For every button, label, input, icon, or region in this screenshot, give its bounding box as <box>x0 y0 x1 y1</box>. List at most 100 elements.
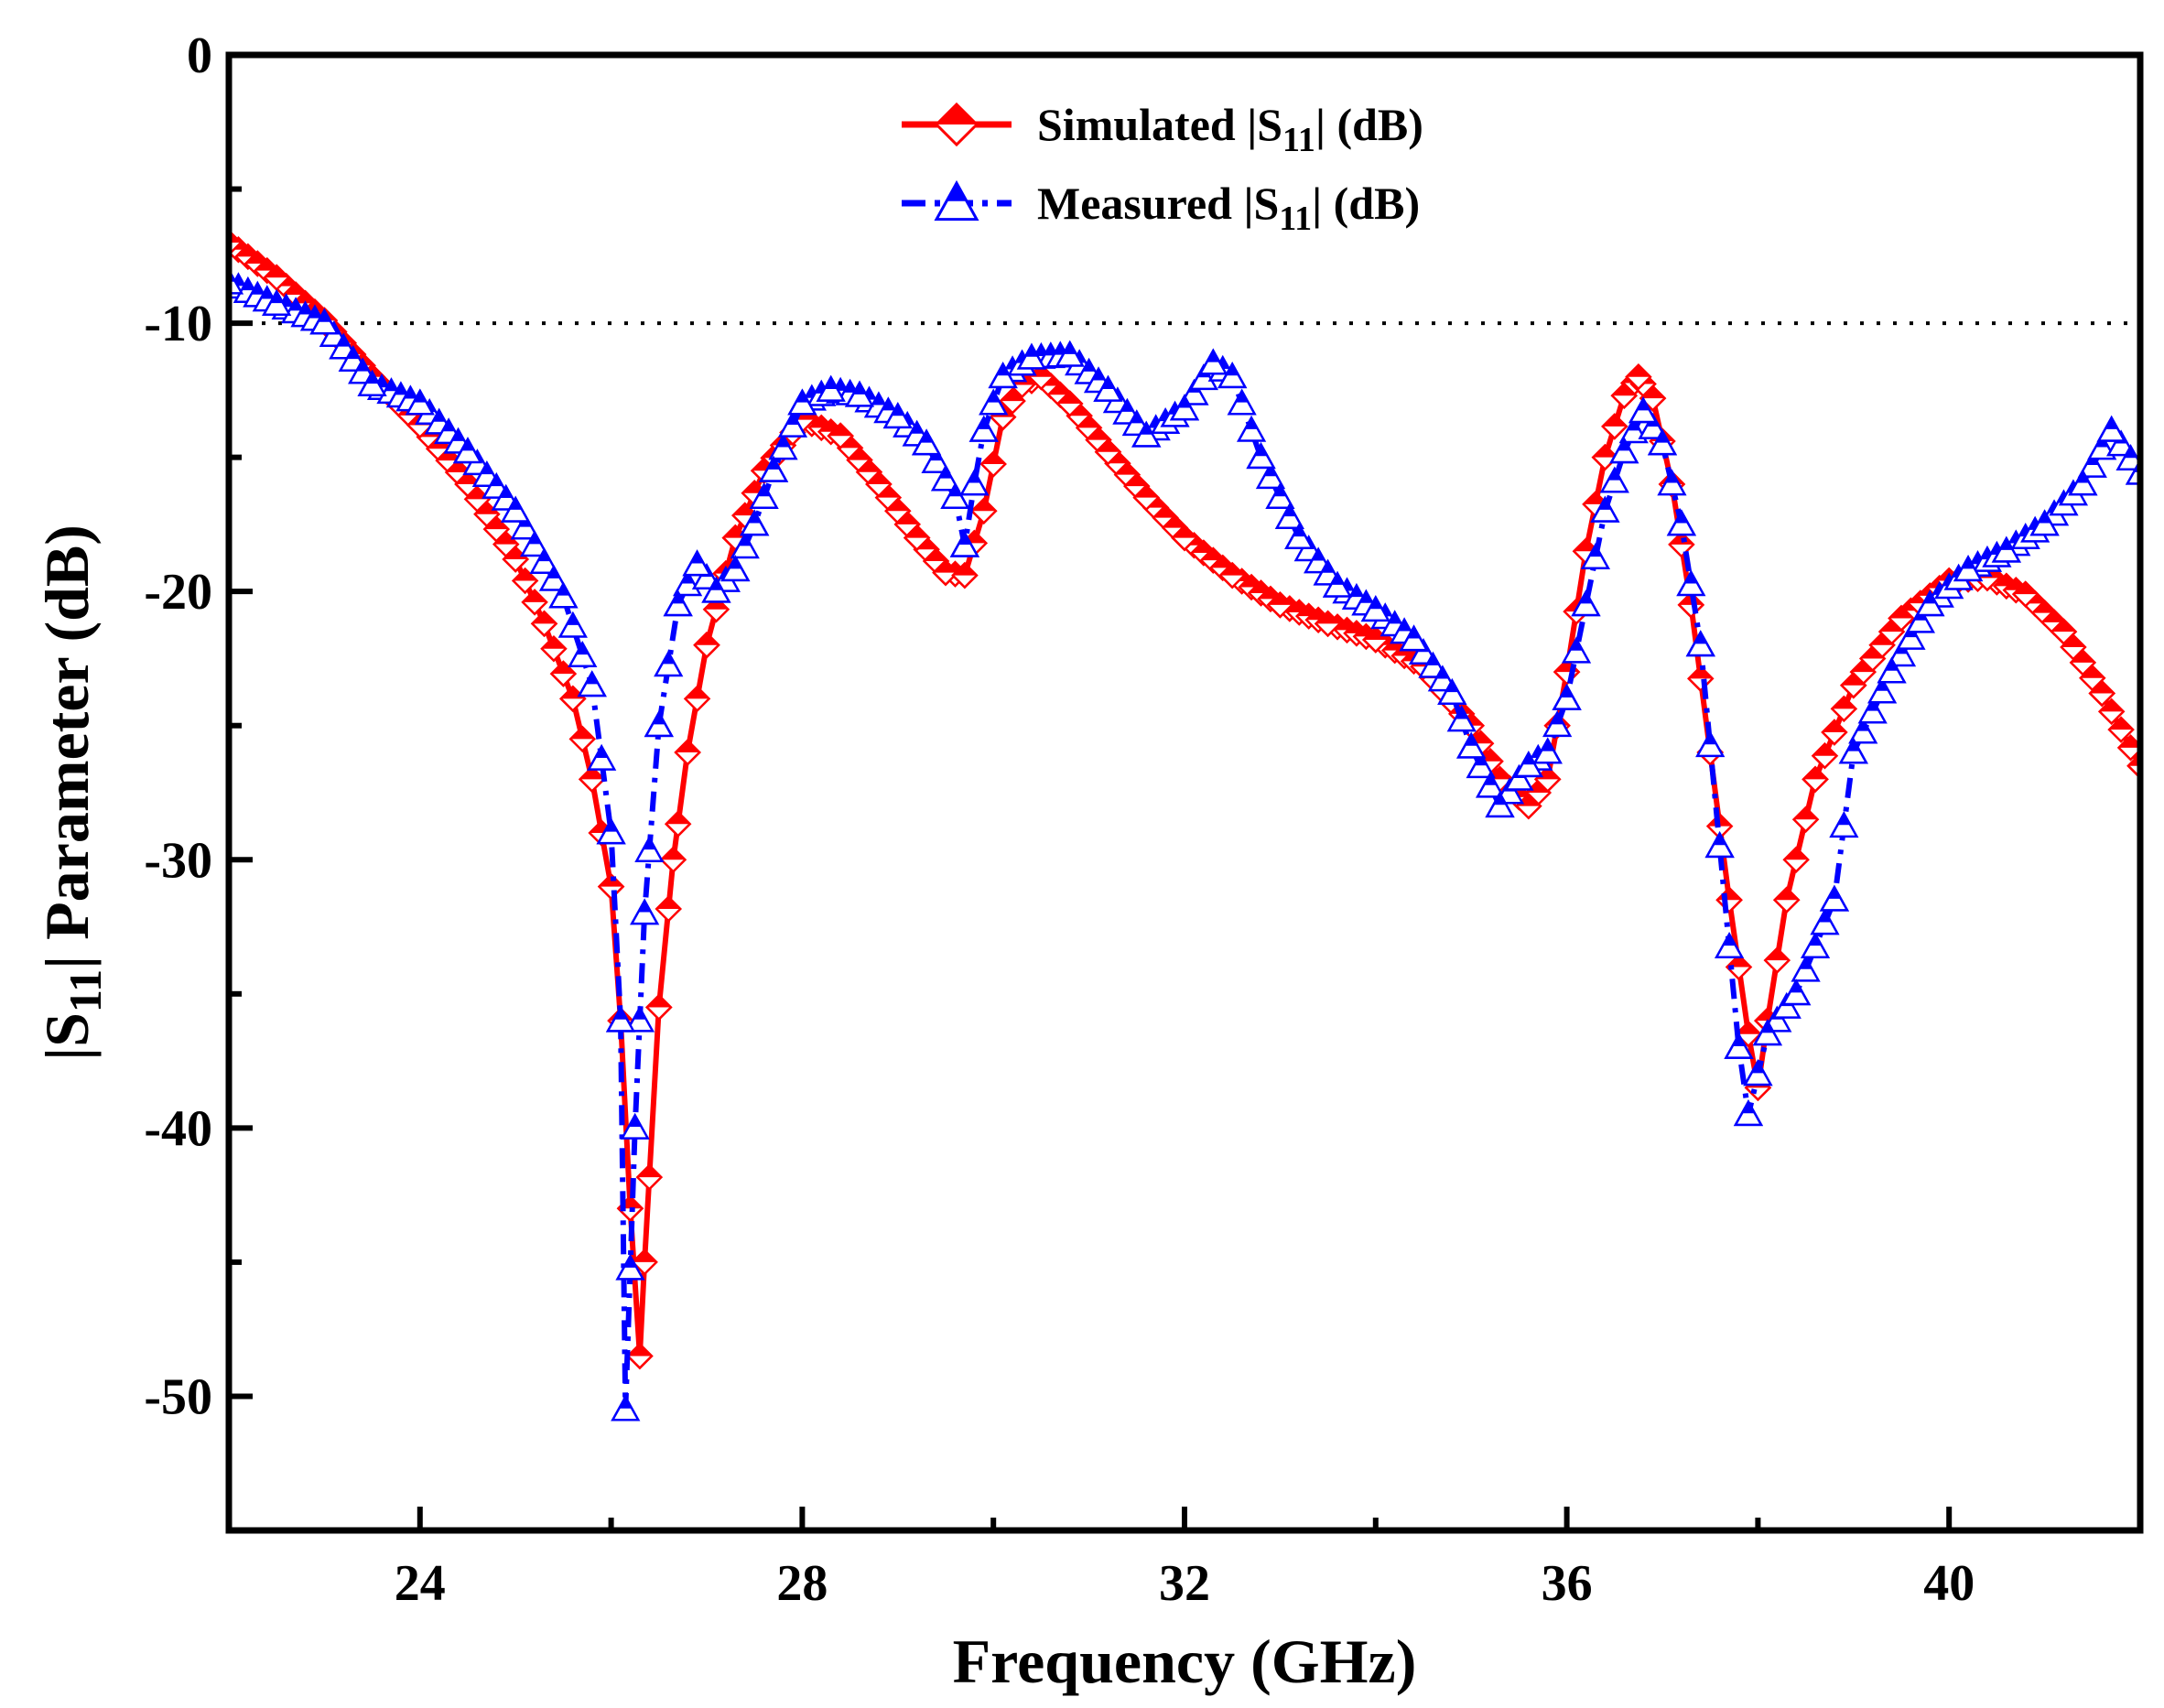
data-point-marker-fill <box>1101 377 1115 389</box>
data-point-marker-fill <box>1999 538 2013 550</box>
data-point-marker-fill <box>1388 611 1401 624</box>
data-point-marker-fill <box>958 533 971 545</box>
data-point-marker-fill <box>1092 368 1106 381</box>
data-point-marker-fill <box>866 471 891 484</box>
data-point-marker-fill <box>885 499 910 512</box>
y-tick-label: -40 <box>144 1100 212 1157</box>
data-point-marker-fill <box>1363 627 1388 640</box>
legend-measured-subscript: 11 <box>1279 200 1312 238</box>
data-point-marker-fill <box>1521 752 1535 765</box>
data-point-marker-fill <box>652 712 665 725</box>
data-point-marker-fill <box>891 404 904 416</box>
data-point-marker-fill <box>1115 462 1140 475</box>
x-tick-label: 40 <box>1923 1555 1975 1612</box>
data-point-marker-fill <box>1560 686 1574 698</box>
data-point-marker-fill <box>853 383 867 395</box>
data-point-marker-fill <box>1484 773 1498 785</box>
data-point-marker <box>1915 589 1945 617</box>
data-point-marker-fill <box>346 347 360 360</box>
data-point-marker <box>529 546 559 574</box>
data-point-marker-fill <box>1656 430 1669 443</box>
data-point-marker-fill <box>1551 712 1564 725</box>
data-point-marker-fill <box>704 597 729 610</box>
data-point-marker-fill <box>910 422 924 434</box>
data-point-marker-fill <box>1140 423 1153 435</box>
data-point-marker-fill <box>1331 573 1345 585</box>
data-point-marker-fill <box>604 819 618 832</box>
data-point-marker-fill <box>254 258 279 271</box>
data-point-marker-fill <box>638 900 652 913</box>
data-point-marker-fill <box>509 498 523 510</box>
data-point-marker-fill <box>1024 345 1038 357</box>
data-point-marker-fill <box>738 534 752 546</box>
data-point-marker <box>615 1253 645 1281</box>
data-point-marker-fill <box>308 306 321 319</box>
data-point-marker-fill <box>1063 342 1077 354</box>
data-point-marker-fill <box>1799 957 1812 969</box>
data-point-marker-fill <box>1254 444 1268 457</box>
data-point-marker-fill <box>628 1115 642 1127</box>
legend-simulated-subscript: 11 <box>1282 121 1315 159</box>
data-point-marker-fill <box>1082 360 1096 372</box>
data-point-marker-fill <box>623 1256 637 1268</box>
data-point-marker-fill <box>523 589 547 602</box>
data-point-marker-fill <box>1077 416 1101 428</box>
data-point-marker-fill <box>1812 743 1837 756</box>
data-point-marker-fill <box>461 438 474 451</box>
data-point-marker-fill <box>824 377 838 389</box>
data-point-marker <box>557 611 588 638</box>
data-point-marker-fill <box>1607 469 1621 481</box>
data-point-marker-fill <box>939 467 952 479</box>
data-point-marker-fill <box>1315 611 1340 624</box>
y-axis-title: |S11| Parameter (dB) <box>32 524 111 1061</box>
data-point-marker-fill <box>484 517 509 530</box>
data-point-marker-fill <box>532 611 557 624</box>
data-point-marker-fill <box>767 458 781 470</box>
data-point-marker-fill <box>1818 910 1832 923</box>
data-point-marker-fill <box>1837 813 1851 826</box>
legend-simulated-prefix: Simulated |S <box>1037 99 1282 150</box>
x-tick-label: 28 <box>776 1555 828 1612</box>
data-point-marker-fill <box>1191 540 1216 553</box>
data-point-marker-fill <box>546 567 560 578</box>
x-tick-label: 32 <box>1159 1555 1210 1612</box>
data-point-marker-fill <box>2042 610 2067 622</box>
legend-simulated-suffix: | (dB) <box>1315 99 1423 150</box>
data-point-marker-fill <box>2118 735 2140 748</box>
data-point-marker-fill <box>537 549 551 562</box>
data-point-marker-fill <box>1096 439 1120 452</box>
data-point-marker-fill <box>298 302 312 315</box>
y-tick-label: -30 <box>144 832 212 889</box>
data-point-marker-fill <box>1713 833 1726 846</box>
data-point-marker-fill <box>977 417 990 429</box>
plot-frame <box>225 51 2144 1534</box>
data-point-marker-fill <box>1822 720 1846 733</box>
data-point-marker-fill <box>1163 515 1187 528</box>
data-point-marker-fill <box>1889 606 1913 619</box>
data-point-marker-fill <box>1173 525 1196 538</box>
legend-marker-simulated <box>934 102 979 147</box>
data-point-marker-fill <box>1445 680 1459 693</box>
data-point-marker-fill <box>671 591 685 604</box>
data-point-marker-fill <box>293 291 318 304</box>
data-point-marker-fill <box>2038 511 2051 524</box>
data-point-marker-fill <box>1637 398 1650 411</box>
data-point-marker-fill <box>1349 585 1363 598</box>
legend-triangle-marker-fill <box>947 183 967 201</box>
data-point-marker-fill <box>1723 934 1737 946</box>
data-point-marker-fill <box>513 568 537 581</box>
data-point-marker-fill <box>904 525 929 538</box>
data-point-marker-fill <box>2080 665 2104 678</box>
data-point-marker-fill <box>2124 446 2137 459</box>
data-point-marker-fill <box>2109 718 2134 730</box>
data-point-marker-fill <box>685 686 709 699</box>
data-point-marker-fill <box>2013 582 2038 595</box>
data-point-marker-fill <box>570 727 595 740</box>
data-point-marker-fill <box>541 636 566 649</box>
series-markers <box>229 267 2140 1422</box>
data-point-marker-fill <box>1790 980 1803 993</box>
data-point-marker-fill <box>1124 474 1149 487</box>
data-point-marker-fill <box>1962 557 1975 569</box>
data-point-marker-fill <box>785 413 799 426</box>
data-point-marker <box>1953 555 1984 582</box>
